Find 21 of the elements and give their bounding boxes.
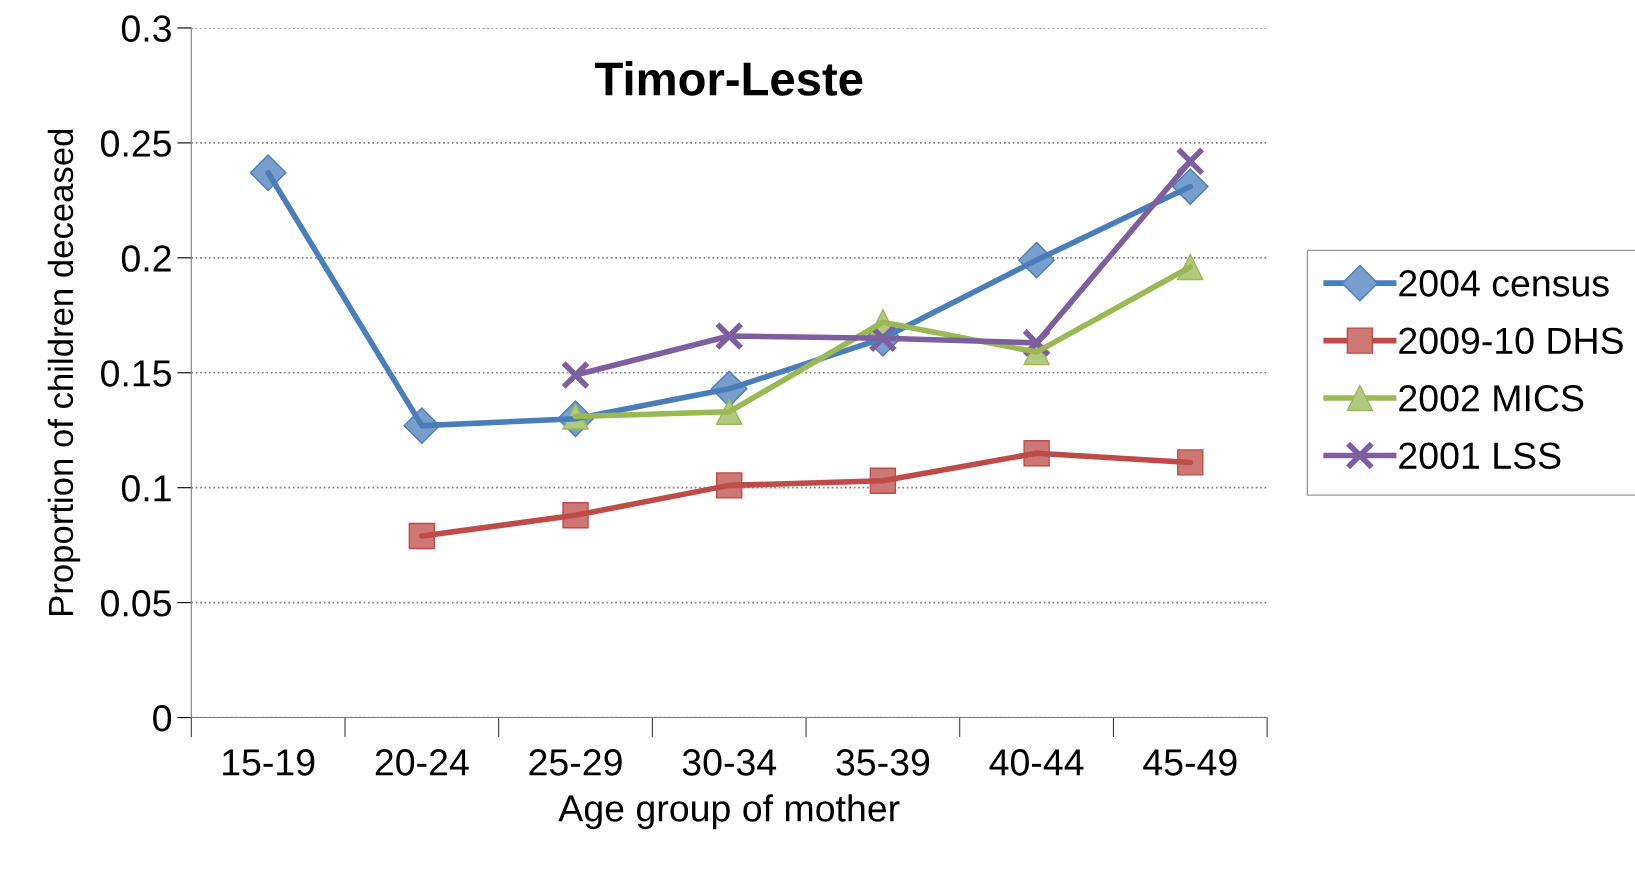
x-tick-label: 40-44: [989, 749, 1084, 776]
x-tick-label: 45-49: [1143, 749, 1237, 776]
text: Timor-Leste: [595, 61, 863, 96]
y-tick-label: 0: [153, 704, 172, 732]
x-tick-label: 30-34: [682, 749, 777, 776]
x-tick-label: 15-19: [223, 749, 315, 776]
x-tick-label: 20-24: [375, 749, 469, 776]
legend-label: 2001 LSS: [1399, 442, 1561, 470]
x-tick-label: 25-29: [529, 749, 622, 776]
y-tick-label: 0.2: [121, 245, 171, 272]
y-axis-title: Proportion of children deceased: [47, 129, 81, 616]
x-tick-label: 35-39: [836, 749, 930, 776]
x-axis-title: Age group of mother: [558, 794, 900, 830]
y-tick-label: 0.25: [101, 130, 171, 157]
y-tick-label: 0.05: [101, 590, 171, 617]
legend-label: 2004 census: [1399, 270, 1609, 297]
legend-label: 2002 MICS: [1399, 385, 1584, 412]
y-tick-label: 0.1: [121, 475, 171, 502]
legend-label: 2009-10 DHS: [1399, 327, 1623, 355]
y-tick-label: 0.3: [121, 15, 171, 42]
y-tick-label: 0.15: [101, 360, 171, 387]
